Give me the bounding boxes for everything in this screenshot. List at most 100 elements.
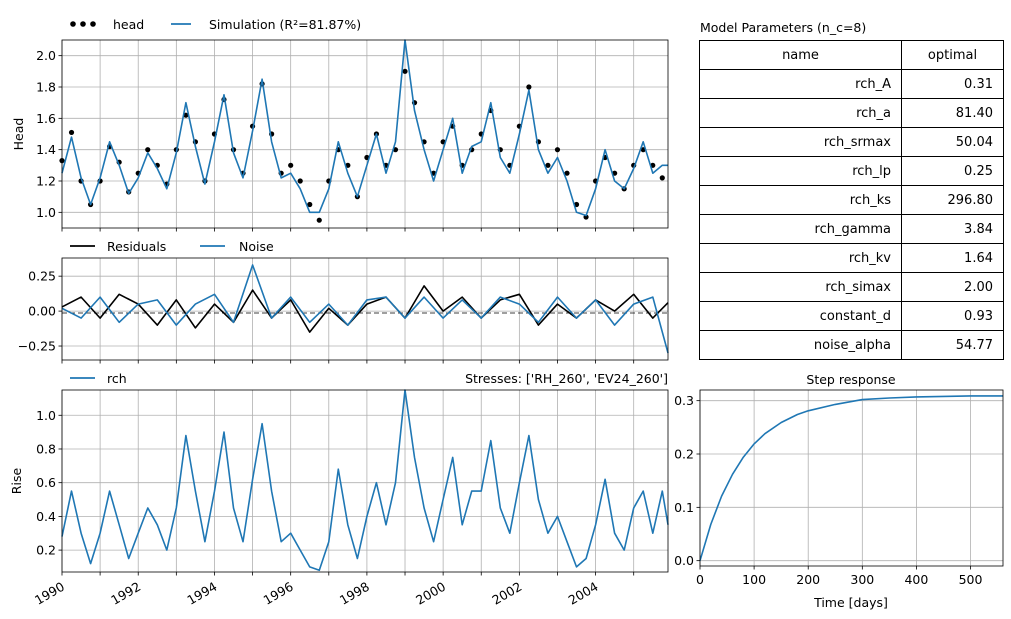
param-optimal: 296.80	[901, 185, 1004, 215]
rise-frame	[61, 389, 669, 573]
x-tick-label: 300	[850, 572, 874, 587]
x-tick-label: 1998	[337, 579, 372, 608]
legend-noise-label: Noise	[239, 239, 274, 254]
params-title-text: Model Parameters (n_c=8)	[700, 20, 866, 35]
table-body: rch_A 0.31 rch_a 81.40 rch_srmax 50.04 rch_lp 0…	[699, 69, 1004, 360]
table-row: rch_gamma 3.84	[699, 214, 1004, 244]
y-tick-label: 0.3	[674, 393, 694, 408]
y-tick-label: 1.0	[36, 205, 56, 220]
head-panel: 1.0 1.2 1.4 1.6 1.8 2.0 Head head Simulation …	[11, 17, 669, 232]
y-tick-label: 2.0	[36, 48, 56, 63]
y-tick-label: 0.00	[28, 304, 56, 319]
residuals-panel: 0.25 0.00 −0.25 Residuals Noise	[18, 239, 669, 364]
col-header-optimal: optimal	[901, 40, 1004, 70]
rise-xticks: 1990 1992 1994 1996 1998 2000 2002 2004	[32, 579, 601, 608]
table-row: rch_A 0.31	[699, 69, 1004, 99]
stresses-title: Stresses: ['RH_260', 'EV24_260']	[465, 371, 668, 386]
head-frame	[61, 39, 669, 229]
legend-head-marker-1	[70, 21, 76, 27]
head-point	[526, 84, 532, 90]
head-point	[68, 129, 75, 136]
table-row: rch_srmax 50.04	[699, 127, 1004, 157]
param-optimal: 1.64	[901, 243, 1004, 273]
residuals-yticks: 0.25 0.00 −0.25	[18, 269, 62, 354]
x-tick-label: 1992	[108, 579, 143, 608]
param-optimal: 2.00	[901, 272, 1004, 302]
y-tick-label: −0.25	[18, 339, 56, 354]
series-line-step	[699, 395, 1003, 561]
residuals-marks	[61, 264, 669, 354]
residuals-frame	[61, 257, 669, 361]
table-row: rch_lp 0.25	[699, 156, 1004, 186]
step-title: Step response	[806, 372, 896, 387]
x-tick-label: 1994	[184, 579, 219, 608]
head-point	[307, 201, 313, 208]
table-row: rch_a 81.40	[699, 98, 1004, 128]
param-name: rch_simax	[699, 272, 902, 302]
param-optimal: 0.31	[901, 69, 1004, 99]
param-name: rch_lp	[699, 156, 902, 186]
step-response-panel: 0.0 0.1 0.2 0.3 0 100 200 300 400 500 Step respo…	[674, 372, 1004, 610]
head-point	[545, 162, 551, 168]
y-tick-label: 1.8	[36, 80, 56, 95]
table-row: rch_ks 296.80	[699, 185, 1004, 215]
x-tick-label: 400	[904, 572, 928, 587]
y-tick-label: 0.4	[36, 509, 56, 524]
param-name: rch_gamma	[699, 214, 902, 244]
y-tick-label: 1.4	[36, 142, 56, 157]
param-optimal: 54.77	[901, 330, 1004, 360]
rise-panel: 0.2 0.4 0.6 0.8 1.0 1990 1992 1994 1996 1998 2000…	[9, 371, 669, 608]
series-line-noise	[61, 264, 669, 354]
step-xlabel: Time [days]	[813, 595, 888, 610]
legend-head-marker-2	[80, 21, 86, 27]
y-tick-label: 0.8	[36, 441, 56, 456]
param-optimal: 0.25	[901, 156, 1004, 186]
params-title: Model Parameters (n_c=8)	[700, 20, 866, 35]
head-ylabel: Head	[11, 118, 26, 151]
step-frame	[699, 389, 1004, 567]
head-marks	[59, 39, 668, 223]
param-name: constant_d	[699, 301, 902, 331]
step-grid	[699, 390, 1003, 570]
rise-marks	[61, 389, 669, 572]
series-line-simulation	[61, 39, 668, 217]
rise-ylabel: Rise	[9, 468, 24, 495]
x-tick-label: 1990	[32, 579, 67, 608]
head-point	[564, 170, 570, 176]
x-tick-label: 2002	[489, 579, 524, 608]
legend-head-marker-3	[90, 21, 96, 27]
table-row: noise_alpha 54.77	[699, 330, 1004, 360]
y-tick-label: 1.2	[36, 174, 56, 189]
table-row: rch_kv 1.64	[699, 243, 1004, 273]
legend-sim-label: Simulation (R²=81.87%)	[209, 17, 361, 32]
table-row: rch_simax 2.00	[699, 272, 1004, 302]
x-tick-label: 2000	[413, 579, 448, 608]
x-tick-label: 500	[959, 572, 983, 587]
param-name: rch_a	[699, 98, 902, 128]
y-tick-label: 1.6	[36, 111, 56, 126]
param-name: rch_srmax	[699, 127, 902, 157]
param-optimal: 0.93	[901, 301, 1004, 331]
x-tick-label: 0	[696, 572, 704, 587]
legend-rch-label: rch	[107, 371, 127, 386]
x-tick-label: 100	[742, 572, 766, 587]
param-optimal: 50.04	[901, 127, 1004, 157]
y-tick-label: 0.25	[28, 269, 56, 284]
head-point	[554, 147, 561, 153]
step-xticks: 0 100 200 300 400 500	[696, 572, 982, 587]
head-point	[402, 68, 408, 74]
series-line-residuals	[61, 285, 669, 333]
col-header-name: name	[699, 40, 902, 70]
x-tick-label: 2004	[566, 579, 601, 608]
parameter-table: name optimal rch_A 0.31 rch_a 81.40 rch_srma…	[699, 40, 1004, 360]
head-yticks: 1.0 1.2 1.4 1.6 1.8 2.0	[36, 48, 62, 220]
step-yticks: 0.0 0.1 0.2 0.3	[674, 393, 700, 568]
table-row: constant_d 0.93	[699, 301, 1004, 331]
param-optimal: 3.84	[901, 214, 1004, 244]
series-line-rch	[61, 389, 669, 572]
param-optimal: 81.40	[901, 98, 1004, 128]
head-legend: head Simulation (R²=81.87%)	[70, 17, 361, 32]
table-header-row: name optimal	[699, 40, 1004, 70]
step-marks	[699, 395, 1003, 561]
